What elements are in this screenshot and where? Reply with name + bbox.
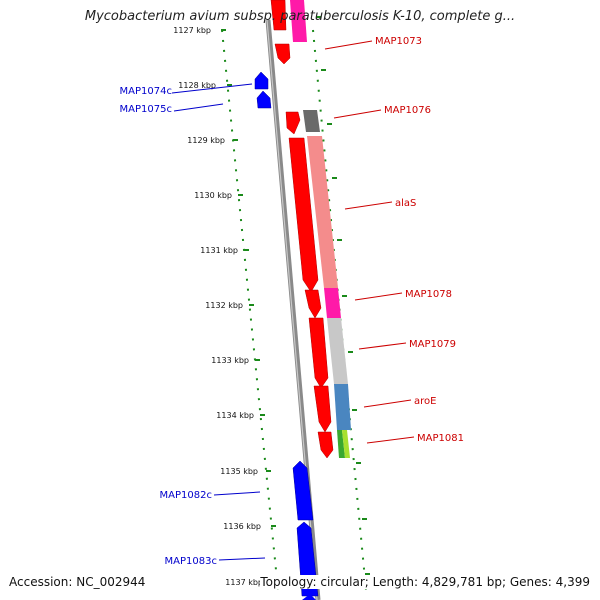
label-map1074c[interactable]: MAP1074c	[120, 86, 172, 97]
genome-title: Mycobacterium avium subsp. paratuberculo…	[84, 9, 516, 24]
label-map1075c[interactable]: MAP1075c	[120, 104, 172, 115]
gene-map1078[interactable]	[304, 289, 322, 319]
gene-aroE[interactable]	[313, 385, 332, 433]
tick-label: 1135 kbp	[220, 467, 258, 476]
track-map1081-a	[337, 430, 345, 458]
tick-label: 1137 kbp	[225, 578, 263, 587]
tick-label: 1136 kbp	[223, 522, 261, 531]
gene-map1081[interactable]	[317, 431, 334, 459]
label-alaS[interactable]: alaS	[395, 198, 416, 209]
label-aroE[interactable]: aroE	[414, 396, 436, 407]
tick-label: 1132 kbp	[205, 301, 243, 310]
forward-gene-labels: MAP1073 MAP1076 alaS MAP1078 MAP1079 aro…	[324, 36, 464, 444]
gene-map1075c[interactable]	[256, 90, 272, 109]
tick-label: 1129 kbp	[187, 136, 225, 145]
label-map1082c[interactable]: MAP1082c	[160, 490, 212, 501]
track-map1081-b	[342, 430, 350, 458]
track-map1078	[324, 288, 341, 318]
accession-text: Accession: NC_002944	[9, 575, 146, 589]
track-map1079	[327, 318, 348, 384]
label-map1081[interactable]: MAP1081	[417, 433, 464, 444]
gene-map1073-tip[interactable]	[274, 43, 291, 65]
scale-ticks: 1127 kbp 1128 kbp 1129 kbp 1130 kbp 1131…	[173, 26, 282, 587]
label-map1079[interactable]: MAP1079	[409, 339, 456, 350]
tick-label: 1128 kbp	[178, 81, 216, 90]
tick-label: 1130 kbp	[194, 191, 232, 200]
gene-map1074c[interactable]	[254, 71, 269, 90]
genome-summary-text: Topology: circular; Length: 4,829,781 bp…	[260, 575, 590, 589]
gene-partial-bottom[interactable]	[302, 594, 316, 600]
reverse-gene-labels: MAP1074c MAP1075c MAP1082c MAP1083c	[120, 83, 266, 567]
gene-map1082c[interactable]	[292, 460, 314, 521]
gene-alaS[interactable]	[288, 137, 319, 293]
track-map1073	[290, 0, 307, 42]
label-map1083c[interactable]: MAP1083c	[165, 556, 217, 567]
track-aroE	[334, 384, 351, 430]
label-map1076[interactable]: MAP1076	[384, 105, 431, 116]
tick-label: 1127 kbp	[173, 26, 211, 35]
track-map1076	[303, 110, 320, 132]
tick-label: 1134 kbp	[216, 411, 254, 420]
gene-map1073[interactable]	[270, 0, 287, 31]
label-map1078[interactable]: MAP1078	[405, 289, 452, 300]
label-map1073[interactable]: MAP1073	[375, 36, 422, 47]
gene-map1076[interactable]	[285, 111, 301, 135]
outer-ticks	[316, 16, 370, 575]
gene-map1079[interactable]	[308, 317, 329, 389]
tick-label: 1133 kbp	[211, 356, 249, 365]
tick-label: 1131 kbp	[200, 246, 238, 255]
inner-scale-dots	[221, 29, 279, 591]
track-alaS	[307, 136, 338, 288]
